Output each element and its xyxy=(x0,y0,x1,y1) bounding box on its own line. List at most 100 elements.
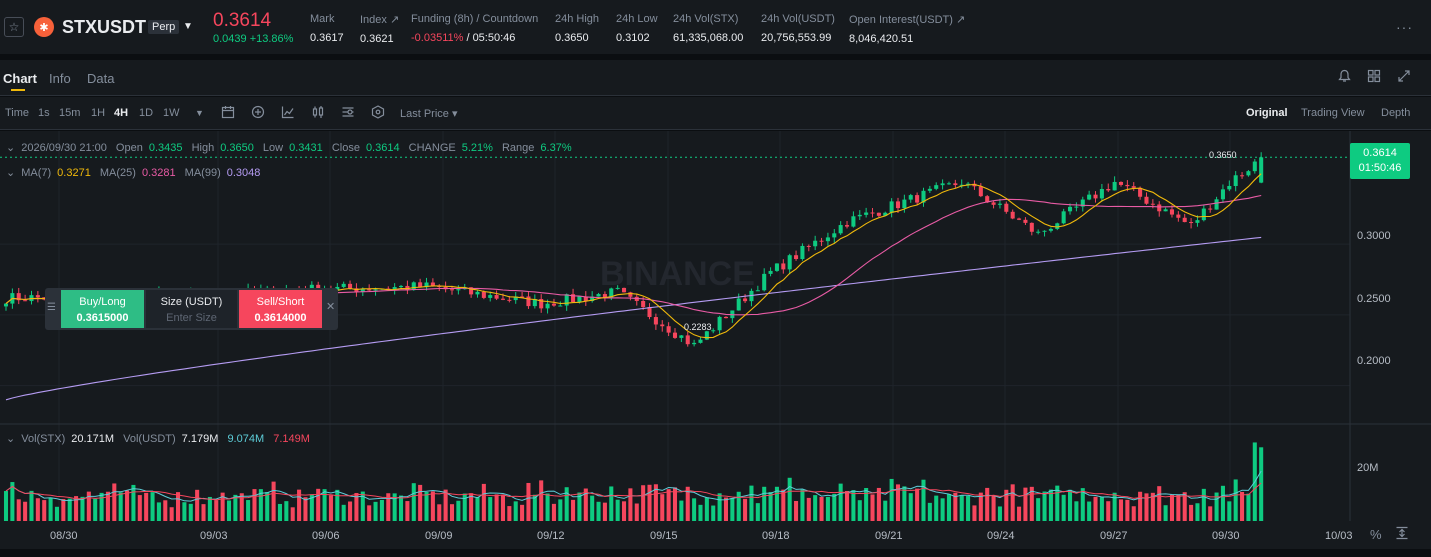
percent-icon[interactable]: % xyxy=(1370,527,1382,542)
stat-open-interest[interactable]: Open Interest(USDT) ↗ 8,046,420.51 xyxy=(849,13,965,45)
candle-body xyxy=(1176,214,1181,218)
volume-bar xyxy=(1227,501,1232,521)
high-label: High xyxy=(191,142,215,154)
chevron-down-icon[interactable]: ⌄ xyxy=(6,142,16,154)
volume-bar xyxy=(462,493,467,521)
candle-body xyxy=(717,316,722,331)
volume-bar xyxy=(666,489,671,521)
candle-body xyxy=(16,293,21,301)
stat-24h-high: 24h High 0.3650 xyxy=(555,13,599,44)
candle-body xyxy=(341,283,346,287)
interval-15m[interactable]: 15m xyxy=(59,107,81,119)
chart-panel[interactable]: BINANCE ⌄ 2026/09/30 21:00 Open 0.3435 Hig… xyxy=(0,131,1431,521)
volume-bar xyxy=(163,500,168,521)
volume-bar xyxy=(1182,492,1187,521)
more-icon[interactable]: ··· xyxy=(1396,19,1413,35)
view-depth[interactable]: Depth xyxy=(1381,107,1411,119)
stat-label: Funding (8h) / Countdown xyxy=(411,13,539,25)
star-icon[interactable]: ☆ xyxy=(4,17,24,37)
plus-circle-icon[interactable] xyxy=(251,105,265,122)
price-mode-select[interactable]: Last Price ▾ xyxy=(400,108,458,120)
volume-bar xyxy=(730,498,735,521)
volume-bar xyxy=(475,497,480,521)
symbol-title[interactable]: STXUSDT xyxy=(62,17,147,37)
volume-bar xyxy=(469,493,474,521)
volume-bar xyxy=(144,492,149,521)
sell-short-button[interactable]: Sell/Short 0.3614000 xyxy=(239,290,322,328)
candle-body xyxy=(743,298,748,302)
volume-bar xyxy=(1074,501,1079,521)
volume-bar xyxy=(628,488,633,521)
close-icon[interactable]: ✕ xyxy=(326,301,336,313)
bell-icon[interactable] xyxy=(1338,69,1351,86)
view-original[interactable]: Original xyxy=(1246,107,1288,119)
candle-body xyxy=(1150,203,1155,205)
volume-bar xyxy=(182,502,187,521)
volume-bar xyxy=(150,492,155,521)
x-tick: 09/06 xyxy=(312,530,340,542)
interval-4h[interactable]: 4H xyxy=(114,107,129,119)
tab-chart[interactable]: Chart xyxy=(3,71,37,86)
stat-index[interactable]: Index ↗ 0.3621 xyxy=(360,13,399,45)
ma99-line xyxy=(5,236,1262,401)
candle-body xyxy=(653,317,658,325)
candle-body xyxy=(857,214,862,217)
drag-handle-icon[interactable]: ☰ xyxy=(47,302,56,313)
buy-price: 0.3615000 xyxy=(76,312,129,324)
candle-body xyxy=(921,190,926,203)
volume-bar xyxy=(819,496,824,521)
candlestick-icon[interactable] xyxy=(311,105,325,122)
high-value: 0.3650 xyxy=(220,142,254,154)
calendar-icon[interactable] xyxy=(221,105,235,122)
buy-long-button[interactable]: Buy/Long 0.3615000 xyxy=(61,290,144,328)
volume-ma2-line xyxy=(5,482,1262,501)
candle-body xyxy=(698,339,703,343)
time-axis[interactable]: % xyxy=(0,521,1431,549)
size-field[interactable]: Size (USDT) Enter Size xyxy=(146,290,237,328)
stat-mark: Mark 0.3617 xyxy=(310,13,344,44)
fit-icon[interactable] xyxy=(1395,526,1409,543)
chevron-down-icon[interactable]: ⌄ xyxy=(6,167,16,179)
volume-bar xyxy=(876,487,881,521)
volume-bar xyxy=(169,507,174,521)
volume-bar xyxy=(3,491,9,521)
volume-bar xyxy=(946,494,951,521)
volume-bar xyxy=(341,504,346,521)
time-label[interactable]: Time xyxy=(5,107,30,119)
tab-info[interactable]: Info xyxy=(49,71,71,86)
candle-body xyxy=(1029,222,1034,232)
settings-sliders-icon[interactable] xyxy=(341,105,355,122)
candle-body xyxy=(469,287,474,295)
indicator-icon[interactable] xyxy=(281,105,295,122)
interval-1h[interactable]: 1H xyxy=(91,107,106,119)
volume-bar xyxy=(698,504,703,521)
interval-1d[interactable]: 1D xyxy=(139,107,154,119)
chevron-down-icon[interactable]: ⌄ xyxy=(6,433,16,445)
view-trading-view[interactable]: Trading View xyxy=(1301,107,1365,119)
stat-label: 24h Low xyxy=(616,13,658,25)
candle-body xyxy=(1087,194,1092,200)
volume-bar xyxy=(1144,493,1149,521)
candle-body xyxy=(1195,220,1200,223)
price-chart[interactable]: BINANCE xyxy=(0,131,1431,521)
volume-bar xyxy=(309,494,314,521)
volume-bar xyxy=(1004,489,1009,521)
caret-down-icon[interactable]: ▼ xyxy=(183,21,193,32)
size-input[interactable]: Enter Size xyxy=(166,312,217,324)
candle-body xyxy=(1163,209,1168,212)
expand-icon[interactable] xyxy=(1397,69,1411,86)
interval-1w[interactable]: 1W xyxy=(163,107,180,119)
x-tick: 09/21 xyxy=(875,530,903,542)
caret-down-icon[interactable]: ▼ xyxy=(195,108,204,118)
quick-order-widget: ☰ Buy/Long 0.3615000 Size (USDT) Enter S… xyxy=(45,288,338,330)
open-value: 0.3435 xyxy=(148,142,183,154)
volume-bar xyxy=(1080,488,1085,521)
interval-1s[interactable]: 1s xyxy=(38,107,50,119)
candle-body xyxy=(1093,194,1098,199)
grid-icon[interactable] xyxy=(1367,69,1381,86)
hexagon-icon[interactable] xyxy=(371,105,385,122)
volume-bar xyxy=(271,481,276,521)
volume-bar xyxy=(239,493,244,521)
tab-data[interactable]: Data xyxy=(87,71,115,86)
volume-bar xyxy=(870,494,875,521)
